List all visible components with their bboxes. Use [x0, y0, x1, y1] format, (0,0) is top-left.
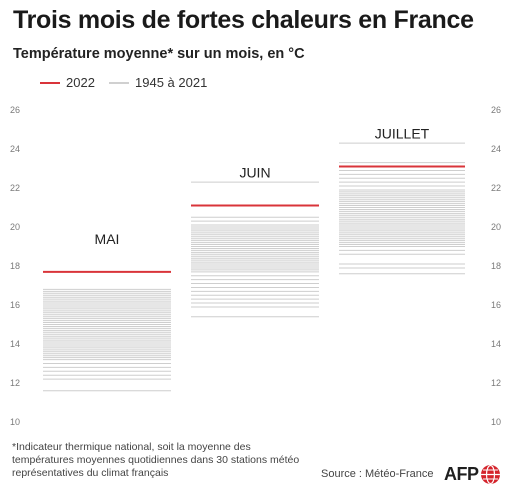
y-tick-left: 14: [10, 339, 20, 349]
y-tick-right: 18: [491, 261, 501, 271]
globe-icon: [480, 464, 500, 484]
legend-item-history: 1945 à 2021: [109, 75, 207, 90]
y-tick-right: 22: [491, 183, 501, 193]
y-tick-right: 10: [491, 417, 501, 427]
y-tick-left: 12: [10, 378, 20, 388]
legend-label-2022: 2022: [66, 75, 95, 90]
y-tick-right: 20: [491, 222, 501, 232]
month-label: JUILLET: [375, 126, 430, 142]
y-tick-left: 26: [10, 105, 20, 115]
footnote: *Indicateur thermique national, soit la …: [12, 441, 300, 479]
y-tick-left: 16: [10, 300, 20, 310]
month-label: MAI: [95, 231, 120, 247]
y-tick-left: 20: [10, 222, 20, 232]
y-tick-left: 10: [10, 417, 20, 427]
y-tick-right: 24: [491, 144, 501, 154]
y-tick-left: 18: [10, 261, 20, 271]
legend-swatch-2022: [40, 81, 60, 84]
y-tick-left: 22: [10, 183, 20, 193]
chart-title: Trois mois de fortes chaleurs en France: [13, 6, 474, 34]
y-tick-left: 24: [10, 144, 20, 154]
afp-logo-text: AFP: [444, 463, 479, 484]
y-tick-right: 14: [491, 339, 501, 349]
source-credit: Source : Météo-France: [321, 468, 434, 480]
legend-swatch-history: [109, 81, 129, 84]
legend-item-2022: 2022: [40, 75, 95, 90]
afp-logo: AFP: [444, 462, 500, 486]
y-tick-right: 16: [491, 300, 501, 310]
month-label: JUIN: [239, 165, 270, 181]
y-tick-right: 26: [491, 105, 501, 115]
chart-subtitle: Température moyenne* sur un mois, en °C: [13, 46, 305, 62]
y-tick-right: 12: [491, 378, 501, 388]
legend-label-history: 1945 à 2021: [135, 75, 208, 90]
